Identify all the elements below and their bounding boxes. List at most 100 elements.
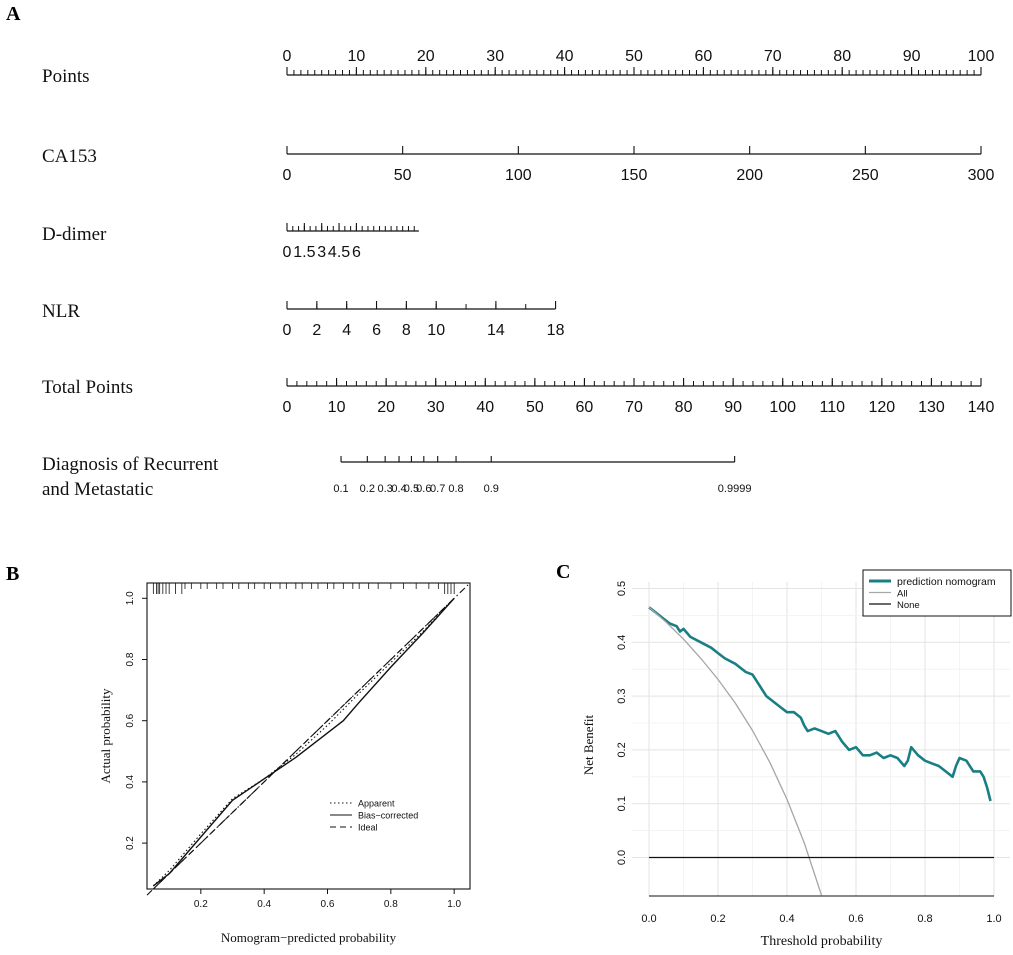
calibration-legend-label: Bias−corrected: [358, 811, 418, 821]
panel-label-c: C: [556, 561, 570, 583]
nomogram-tick-label: 50: [526, 399, 544, 416]
calibration-y-tick-label: 0.6: [125, 713, 136, 727]
calibration-legend-label: Ideal: [358, 823, 378, 833]
nomogram-tick-label: 70: [625, 399, 643, 416]
nomogram-tick-label: 6: [372, 322, 381, 339]
nomogram-tick-label: 0.3: [378, 483, 393, 495]
nomogram-tick-label: 18: [547, 322, 565, 339]
nomogram-tick-label: 8: [402, 322, 411, 339]
calibration-series-diagonal: [146, 582, 471, 896]
dca-legend-label: None: [897, 600, 920, 611]
nomogram-tick-label: 70: [764, 48, 782, 65]
nomogram-tick-label: 300: [968, 167, 995, 184]
dca-y-axis-label: Net Benefit: [581, 714, 596, 775]
nomogram-tick-label: 90: [903, 48, 921, 65]
nomogram-tick-label: 100: [968, 48, 995, 65]
nomogram-tick-label: 3: [317, 244, 326, 261]
nomogram-tick-label: 50: [625, 48, 643, 65]
nomogram-tick-label: 50: [394, 167, 412, 184]
calibration-x-tick-label: 0.8: [384, 899, 398, 910]
dca-legend-label: All: [897, 589, 908, 600]
dca-x-tick-label: 1.0: [986, 913, 1001, 925]
dca-y-tick-label: 0.1: [616, 796, 628, 811]
dca-y-tick-label: 0.5: [616, 581, 628, 596]
calibration-y-tick-label: 0.4: [125, 775, 136, 789]
calibration-y-tick-label: 0.8: [125, 652, 136, 666]
dca-series-all: [648, 606, 823, 896]
nomogram-row-label: CA153: [42, 146, 97, 167]
panel-label-b: B: [6, 563, 19, 585]
nomogram-tick-label: 30: [486, 48, 504, 65]
nomogram-tick-label: 0.4: [391, 483, 406, 495]
nomogram-tick-label: 0.2: [360, 483, 375, 495]
nomogram-tick-label: 14: [487, 322, 505, 339]
nomogram-tick-label: 0: [283, 167, 292, 184]
nomogram-tick-label: 110: [820, 399, 846, 416]
nomogram-tick-label: 60: [576, 399, 594, 416]
calibration-x-axis-label: Nomogram−predicted probability: [221, 930, 397, 945]
nomogram-tick-label: 0: [283, 322, 292, 339]
dca-x-tick-label: 0.2: [710, 913, 725, 925]
nomogram-row-label: Points: [42, 66, 90, 87]
nomogram-tick-label: 250: [852, 167, 879, 184]
nomogram-tick-label: 0.6: [416, 483, 431, 495]
nomogram-tick-label: 140: [968, 399, 995, 416]
nomogram-row-label: Total Points: [42, 377, 133, 398]
nomogram-tick-label: 120: [869, 399, 896, 416]
nomogram-tick-label: 20: [417, 48, 435, 65]
calibration-series-bias-corrected: [152, 597, 455, 887]
nomogram-tick-label: 6: [352, 244, 361, 261]
nomogram-tick-label: 100: [505, 167, 532, 184]
nomogram-row-label: D-dimer: [42, 224, 107, 245]
nomogram-row-label: NLR: [42, 301, 80, 322]
nomogram-tick-label: 0.7: [430, 483, 445, 495]
nomogram-tick-label: 40: [476, 399, 494, 416]
nomogram-tick-label: 4: [342, 322, 351, 339]
dca-y-tick-label: 0.0: [616, 850, 628, 865]
calibration-panel: 0.2 0.4 0.6 0.8 1.0 0.2 0.4 0.6 0.8 1.0 Nomogram−p…: [98, 582, 471, 945]
nomogram-tick-label: 2: [312, 322, 321, 339]
calibration-y-tick-label: 0.2: [125, 836, 136, 850]
nomogram-tick-label: 0.5: [404, 483, 419, 495]
nomogram-tick-label: 80: [675, 399, 693, 416]
dca-x-tick-label: 0.0: [641, 913, 656, 925]
nomogram-tick-label: 10: [348, 48, 366, 65]
calibration-y-tick-label: 1.0: [125, 591, 136, 605]
nomogram-tick-label: 0.9999: [718, 483, 752, 495]
dca-y-tick-label: 0.2: [616, 742, 628, 757]
calibration-legend-label: Apparent: [358, 799, 395, 809]
dca-legend-label: prediction nomogram: [897, 576, 996, 588]
calibration-x-tick-label: 0.2: [194, 899, 208, 910]
nomogram-tick-label: 0.1: [333, 483, 348, 495]
calibration-x-tick-label: 0.4: [257, 899, 271, 910]
nomogram-tick-label: 80: [833, 48, 851, 65]
dca-y-tick-label: 0.4: [616, 635, 628, 650]
nomogram-tick-label: 60: [695, 48, 713, 65]
dca-x-tick-label: 0.6: [848, 913, 863, 925]
nomogram-tick-label: 130: [918, 399, 945, 416]
nomogram-tick-label: 90: [724, 399, 742, 416]
nomogram-tick-label: 0.8: [448, 483, 463, 495]
nomogram-tick-label: 100: [769, 399, 796, 416]
nomogram-row-label: and Metastatic: [42, 479, 153, 500]
nomogram-tick-label: 0: [283, 399, 292, 416]
nomogram-tick-label: 10: [427, 322, 445, 339]
nomogram-tick-label: 0.9: [484, 483, 499, 495]
nomogram-tick-label: 0: [283, 244, 292, 261]
decision-curve-panel: 0.0 0.2 0.4 0.6 0.8 1.0 0.0 0.1 0.2 0.3 0.4 0.5 Thre…: [581, 569, 1012, 949]
nomogram-tick-label: 30: [427, 399, 445, 416]
nomogram-tick-label: 20: [377, 399, 395, 416]
nomogram-tick-label: 4.5: [328, 244, 350, 261]
calibration-x-tick-label: 1.0: [447, 899, 461, 910]
calibration-y-axis-label: Actual probability: [98, 688, 113, 783]
nomogram-tick-label: 0: [283, 48, 292, 65]
nomogram-tick-label: 150: [621, 167, 648, 184]
nomogram-tick-label: 10: [328, 399, 346, 416]
panel-label-a: A: [6, 3, 21, 25]
nomogram-tick-label: 40: [556, 48, 574, 65]
dca-x-axis-label: Threshold probability: [761, 934, 883, 949]
dca-x-tick-label: 0.4: [779, 913, 794, 925]
nomogram-tick-label: 1.5: [293, 244, 315, 261]
